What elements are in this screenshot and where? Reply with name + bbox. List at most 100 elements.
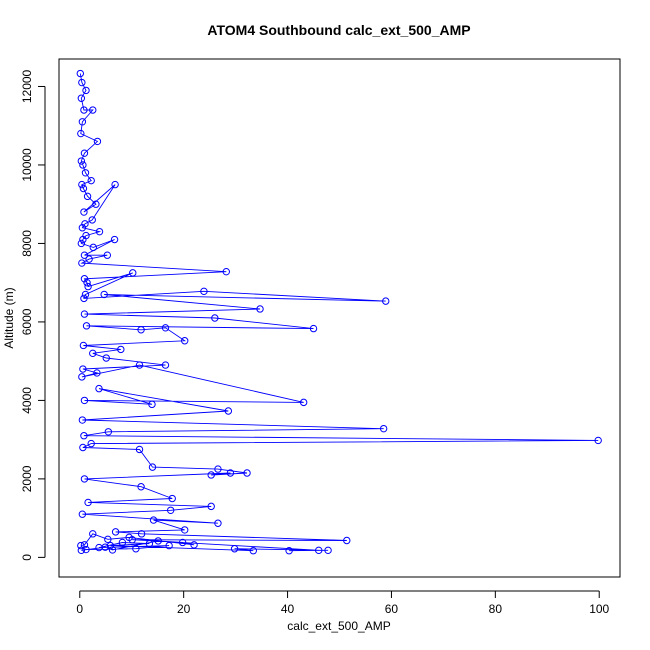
- data-point: [226, 469, 235, 477]
- data-point: [324, 546, 332, 555]
- data-point: [79, 341, 88, 350]
- data-point: [148, 400, 156, 409]
- y-tick-label: 6000: [20, 308, 34, 335]
- data-point: [207, 502, 215, 511]
- data-point: [299, 398, 308, 407]
- data-point: [181, 526, 189, 534]
- data-point: [200, 287, 208, 296]
- data-point: [78, 510, 87, 518]
- data-point: [78, 180, 86, 189]
- data-point: [77, 239, 86, 248]
- data-point: [137, 530, 146, 538]
- data-point: [110, 235, 119, 244]
- data-point: [117, 345, 125, 354]
- data-point: [77, 157, 86, 165]
- data-point: [249, 547, 257, 555]
- data-point: [89, 243, 97, 252]
- y-tick-label: 0: [20, 554, 34, 561]
- data-point: [125, 533, 133, 542]
- data-point: [135, 445, 144, 454]
- data-point: [166, 506, 175, 514]
- data-point: [89, 106, 97, 114]
- y-tick-label: 12000: [20, 69, 34, 103]
- data-point: [214, 465, 222, 473]
- data-point: [84, 498, 92, 507]
- data-point: [78, 224, 87, 232]
- data-point: [118, 538, 127, 547]
- data-point: [207, 471, 215, 479]
- data-point: [103, 251, 112, 259]
- data-point: [95, 227, 104, 236]
- y-axis: 0 2000 4000 6000 8000 10000 12000: [20, 69, 46, 561]
- data-point: [111, 180, 119, 189]
- data-point: [81, 290, 90, 299]
- data-point: [178, 538, 187, 547]
- data-point: [80, 396, 89, 405]
- data-point: [214, 519, 222, 527]
- data-point: [106, 541, 115, 550]
- data-point: [230, 545, 239, 553]
- data-point: [95, 384, 103, 393]
- x-tick-label: 40: [281, 602, 295, 616]
- data-point: [89, 349, 97, 358]
- x-tick-label: 100: [589, 602, 609, 616]
- data-point: [594, 436, 602, 445]
- data-point: [80, 310, 89, 318]
- x-tick-label: 20: [177, 602, 191, 616]
- y-tick-label: 10000: [20, 148, 34, 182]
- data-point: [81, 220, 89, 228]
- data-point: [256, 305, 264, 313]
- data-point: [82, 545, 90, 554]
- data-point: [93, 137, 102, 146]
- y-axis-label: Altitude (m): [2, 287, 16, 348]
- x-tick-label: 60: [385, 602, 399, 616]
- data-point: [315, 546, 323, 555]
- data-point: [85, 255, 93, 263]
- data-point: [101, 543, 109, 551]
- data-point: [161, 324, 170, 332]
- data-point: [78, 118, 87, 126]
- data-point: [243, 469, 251, 477]
- data-point: [87, 439, 95, 448]
- data-point: [154, 537, 162, 545]
- data-point: [82, 86, 90, 95]
- x-tick-label: 0: [76, 602, 83, 616]
- x-axis: 0 20 40 60 80 100: [76, 590, 610, 616]
- data-point: [129, 269, 137, 277]
- data-point: [168, 494, 176, 503]
- data-point: [382, 297, 390, 305]
- plot-area-frame: [58, 58, 621, 578]
- data-point: [104, 428, 113, 436]
- data-point: [104, 535, 112, 544]
- y-tick-label: 4000: [20, 387, 34, 414]
- data-point: [77, 129, 85, 138]
- x-axis-label: calc_ext_500_AMP: [287, 619, 390, 633]
- data-point: [84, 282, 92, 291]
- data-point: [78, 78, 86, 87]
- data-point: [80, 294, 88, 303]
- data-point: [79, 184, 88, 193]
- data-point: [137, 326, 145, 334]
- data-point: [309, 324, 318, 333]
- y-tick-label: 8000: [20, 230, 34, 257]
- data-point: [82, 322, 91, 330]
- data-point: [161, 361, 170, 369]
- data-point: [80, 541, 89, 549]
- data-point: [137, 483, 145, 491]
- data-point: [93, 369, 101, 377]
- data-point: [224, 407, 233, 415]
- data-point: [190, 541, 198, 549]
- data-point: [78, 416, 87, 424]
- data-point: [79, 235, 87, 244]
- chart-title: ATOM4 Southbound calc_ext_500_AMP: [207, 22, 470, 38]
- data-point: [77, 541, 85, 550]
- data-point: [80, 106, 88, 114]
- data-point: [165, 541, 173, 550]
- data-point: [88, 216, 96, 224]
- data-point: [83, 278, 91, 287]
- data-point: [83, 192, 92, 201]
- data-point: [111, 528, 120, 536]
- data-point: [80, 432, 88, 440]
- series-line: [79, 73, 599, 552]
